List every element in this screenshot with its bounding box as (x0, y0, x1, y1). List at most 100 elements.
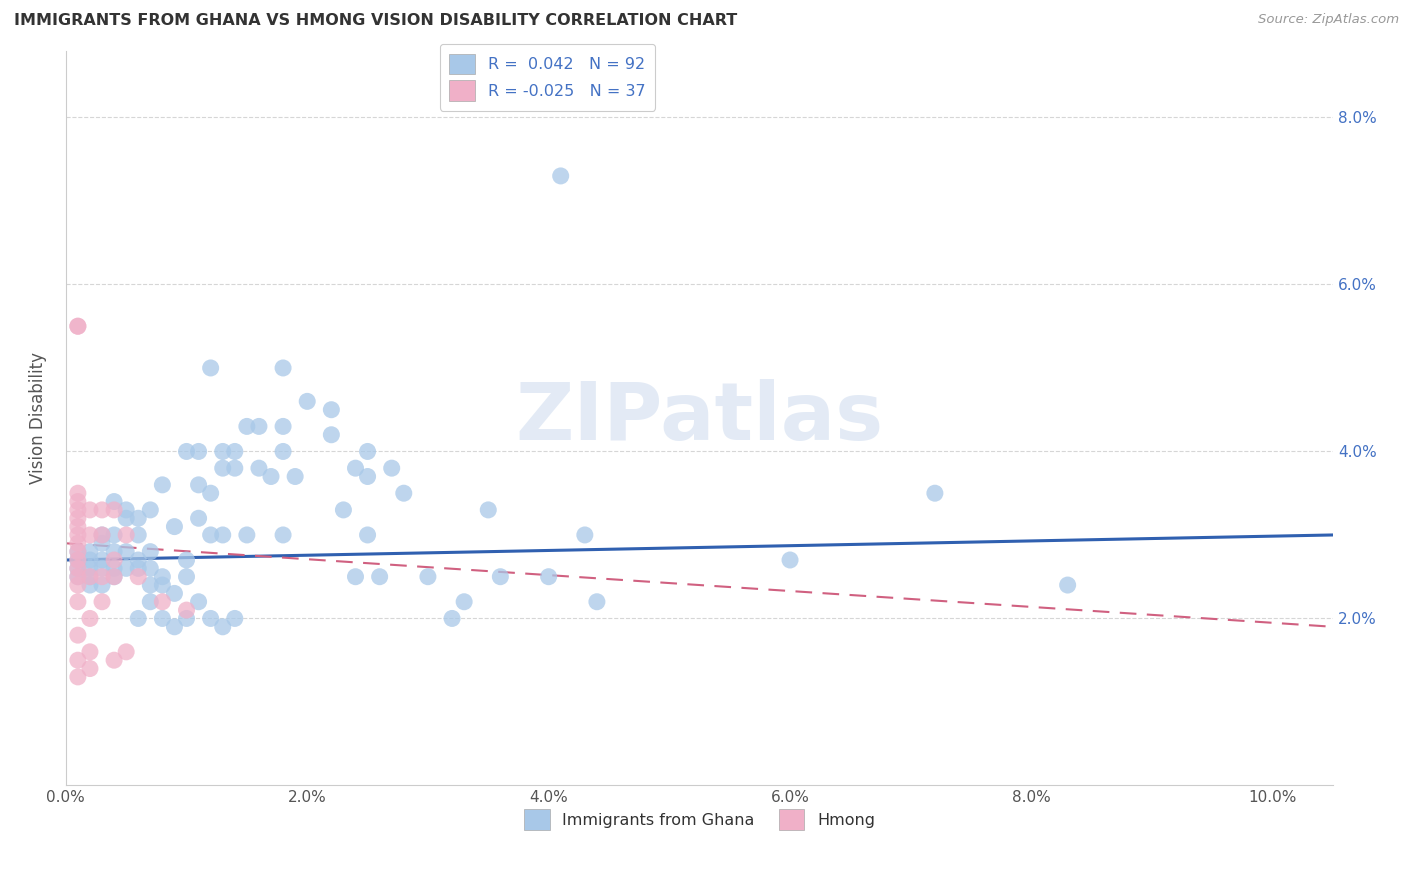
Point (1056, 578, 1078, 592)
Point (66, 570, 89, 584)
Point (139, 561, 162, 575)
Point (150, 595, 173, 609)
Point (66, 486, 89, 500)
Point (103, 570, 125, 584)
Point (392, 486, 415, 500)
Point (176, 603, 198, 617)
Point (200, 611, 222, 625)
Point (176, 444, 198, 458)
Point (127, 570, 149, 584)
Point (321, 427, 343, 442)
Point (441, 611, 464, 625)
Point (79, 645, 101, 659)
Point (79, 561, 101, 575)
Point (139, 544, 162, 558)
Point (271, 419, 294, 434)
Y-axis label: Vision Disability: Vision Disability (30, 352, 46, 484)
Point (332, 503, 354, 517)
Point (489, 570, 512, 584)
Point (127, 561, 149, 575)
Point (224, 611, 246, 625)
Point (66, 670, 89, 684)
Point (453, 595, 475, 609)
Point (150, 478, 173, 492)
Point (127, 528, 149, 542)
Point (91, 528, 114, 542)
Point (115, 503, 138, 517)
Point (200, 528, 222, 542)
Point (127, 553, 149, 567)
Point (163, 586, 186, 600)
Point (284, 469, 307, 483)
Point (537, 570, 560, 584)
Point (79, 503, 101, 517)
Point (477, 503, 499, 517)
Point (66, 519, 89, 533)
Point (344, 461, 367, 475)
Point (200, 361, 222, 376)
Point (91, 578, 114, 592)
Point (150, 578, 173, 592)
Point (368, 570, 391, 584)
Point (66, 595, 89, 609)
Point (586, 595, 609, 609)
Point (66, 553, 89, 567)
Point (139, 595, 162, 609)
Text: ZIPatlas: ZIPatlas (516, 379, 883, 457)
Point (91, 570, 114, 584)
Point (356, 528, 378, 542)
Point (91, 528, 114, 542)
Point (211, 444, 233, 458)
Legend: Immigrants from Ghana, Hmong: Immigrants from Ghana, Hmong (517, 803, 882, 836)
Point (103, 544, 125, 558)
Point (66, 319, 89, 334)
Point (66, 553, 89, 567)
Point (115, 645, 138, 659)
Point (66, 544, 89, 558)
Point (66, 319, 89, 334)
Point (79, 570, 101, 584)
Point (344, 570, 367, 584)
Point (66, 528, 89, 542)
Point (79, 570, 101, 584)
Point (356, 444, 378, 458)
Point (211, 620, 233, 634)
Point (924, 486, 946, 500)
Point (66, 503, 89, 517)
Point (224, 461, 246, 475)
Point (176, 611, 198, 625)
Point (79, 544, 101, 558)
Point (150, 611, 173, 625)
Point (66, 628, 89, 642)
Point (115, 561, 138, 575)
Point (103, 503, 125, 517)
Point (91, 503, 114, 517)
Point (224, 444, 246, 458)
Point (381, 461, 404, 475)
Point (356, 469, 378, 483)
Point (66, 511, 89, 525)
Point (103, 528, 125, 542)
Point (79, 611, 101, 625)
Point (103, 561, 125, 575)
Point (66, 653, 89, 667)
Point (79, 578, 101, 592)
Point (115, 528, 138, 542)
Point (271, 361, 294, 376)
Point (247, 419, 270, 434)
Point (574, 528, 596, 542)
Point (103, 653, 125, 667)
Point (127, 611, 149, 625)
Point (321, 402, 343, 417)
Point (139, 503, 162, 517)
Point (66, 544, 89, 558)
Point (260, 469, 283, 483)
Point (127, 511, 149, 525)
Point (66, 561, 89, 575)
Point (91, 595, 114, 609)
Text: Source: ZipAtlas.com: Source: ZipAtlas.com (1258, 13, 1399, 27)
Point (271, 528, 294, 542)
Point (297, 394, 319, 409)
Point (103, 494, 125, 508)
Point (271, 444, 294, 458)
